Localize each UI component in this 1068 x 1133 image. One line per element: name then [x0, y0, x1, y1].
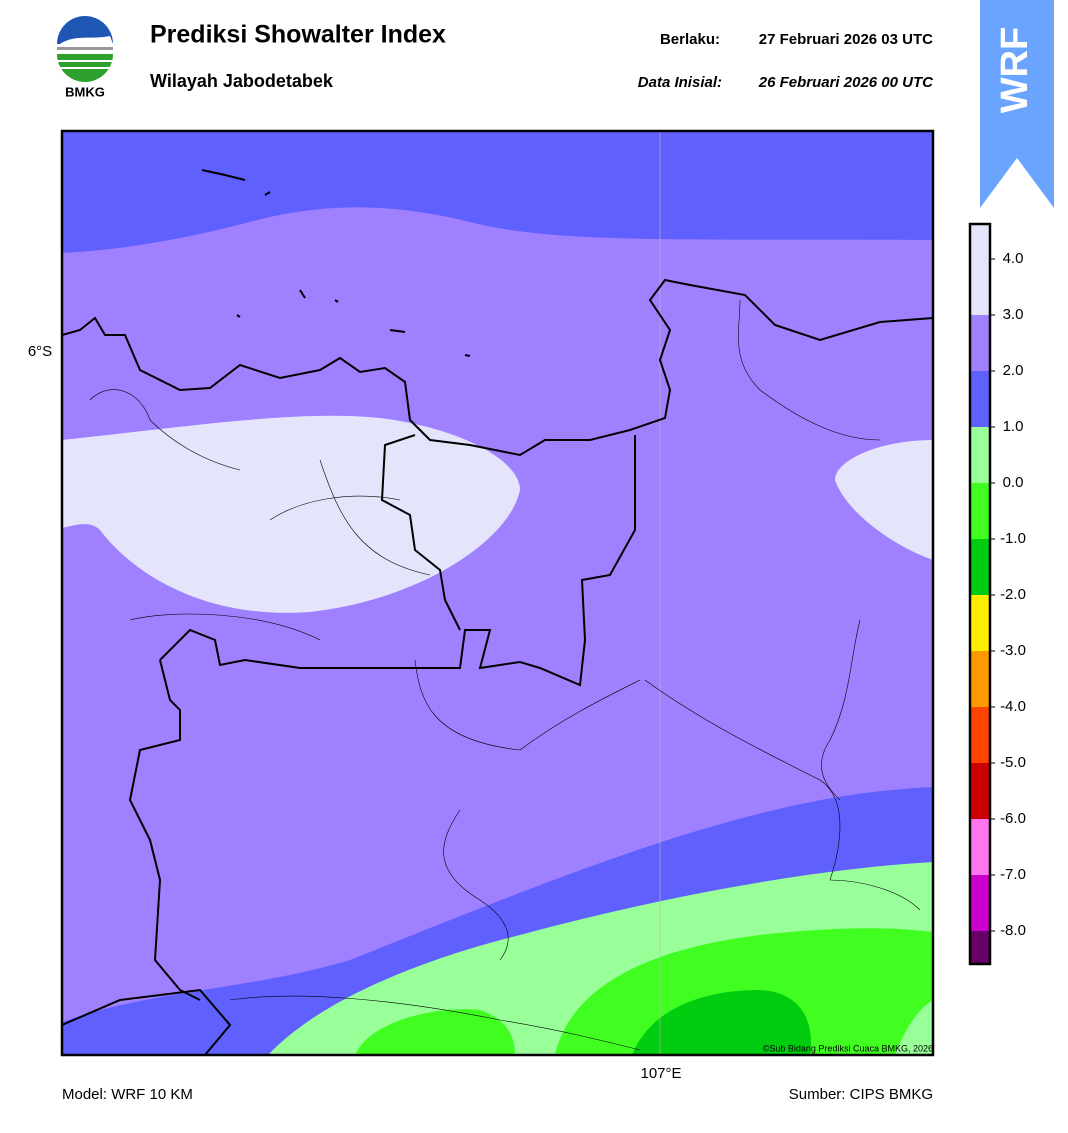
colorbar-tick-label: -1.0 — [1000, 530, 1026, 547]
colorbar-tick-label: -3.0 — [1000, 642, 1026, 659]
colorbar-tick-label: -5.0 — [1000, 754, 1026, 771]
init-time: 26 Februari 2026 00 UTC — [758, 74, 934, 91]
colorbar-segment — [970, 875, 990, 931]
colorbar-segment — [970, 427, 990, 483]
colorbar-tick-label: -7.0 — [1000, 866, 1026, 883]
lat-label: 6°S — [28, 343, 52, 360]
subtitle: Wilayah Jabodetabek — [150, 71, 334, 91]
colorbar-tick-label: 0.0 — [1003, 474, 1024, 491]
logo-text: BMKG — [65, 84, 105, 99]
valid-time: 27 Februari 2026 03 UTC — [759, 31, 933, 48]
colorbar-segment — [970, 371, 990, 427]
credit: ©Sub Bidang Prediksi Cuaca BMKG, 2026 — [763, 1043, 933, 1053]
init-label: Data Inisial: — [638, 74, 722, 91]
footer-source: Sumber: CIPS BMKG — [789, 1086, 933, 1103]
map — [62, 131, 933, 1055]
colorbar-segment — [970, 763, 990, 819]
footer-model: Model: WRF 10 KM — [62, 1086, 193, 1103]
badge — [980, 0, 1054, 208]
colorbar-segment — [970, 707, 990, 763]
colorbar-segment — [970, 819, 990, 875]
colorbar-tick-label: 2.0 — [1003, 362, 1024, 379]
colorbar-tick-label: 1.0 — [1003, 418, 1024, 435]
valid-label: Berlaku: — [660, 31, 720, 48]
colorbar-segment — [970, 595, 990, 651]
badge-text: WRF — [994, 27, 1036, 114]
colorbar-segment — [970, 651, 990, 707]
colorbar-tick-label: -2.0 — [1000, 586, 1026, 603]
colorbar-tick-label: 4.0 — [1003, 250, 1024, 267]
colorbar-segment — [970, 931, 990, 964]
colorbar-segment — [970, 539, 990, 595]
colorbar: 4.0 3.0 2.0 1.0 0.0 -1.0 -2.0 -3.0 -4.0 -5.0 -6.0 -… — [968, 222, 1026, 966]
lon-label: 107°E — [640, 1065, 681, 1082]
colorbar-tick-label: 3.0 — [1003, 306, 1024, 323]
colorbar-tick-label: -8.0 — [1000, 922, 1026, 939]
colorbar-segment — [970, 224, 990, 315]
colorbar-tick-label: -4.0 — [1000, 698, 1026, 715]
colorbar-frame — [968, 222, 992, 966]
colorbar-tick-label: -6.0 — [1000, 810, 1026, 827]
map-frame — [60, 129, 935, 1057]
title: Prediksi Showalter Index — [150, 21, 446, 49]
colorbar-segment — [970, 483, 990, 539]
colorbar-segment — [970, 315, 990, 371]
logo: BMKG — [57, 16, 113, 99]
